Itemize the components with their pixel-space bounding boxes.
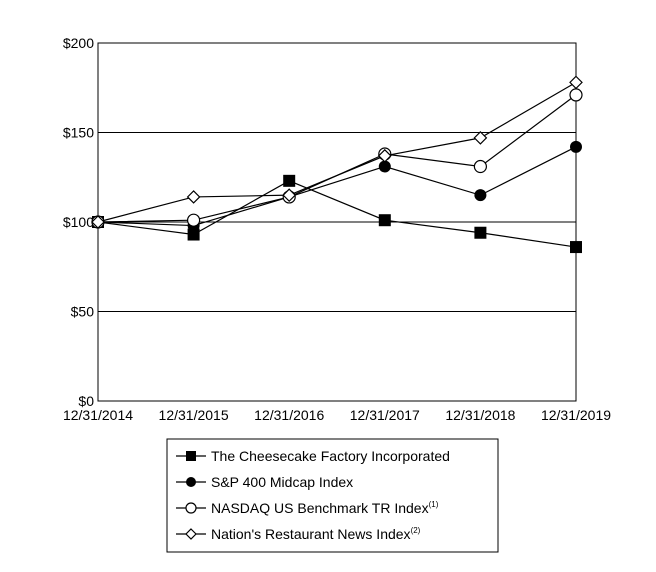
marker-open-diamond — [186, 190, 201, 204]
x-tick-label: 12/31/2016 — [254, 407, 324, 423]
x-tick-label: 12/31/2019 — [541, 407, 611, 423]
marker-filled-circle — [570, 140, 582, 153]
marker-square — [186, 451, 196, 461]
marker-open-diamond — [569, 75, 583, 90]
legend-footnote-mark: (2) — [411, 526, 421, 535]
legend-label: The Cheesecake Factory Incorporated — [211, 448, 450, 464]
legend-label: S&P 400 Midcap Index — [211, 474, 353, 490]
series-3 — [91, 75, 583, 229]
marker-open-diamond — [282, 188, 297, 202]
marker-open-circle — [473, 159, 487, 174]
legend-item: S&P 400 Midcap Index — [176, 474, 353, 490]
marker-open-diamond — [91, 215, 105, 229]
legend-item: NASDAQ US Benchmark TR Index(1) — [176, 500, 439, 516]
y-tick-label: $0 — [78, 393, 94, 409]
series-1 — [92, 140, 582, 232]
marker-square — [378, 214, 391, 227]
legend-footnote-mark: (1) — [429, 500, 439, 509]
series-2 — [91, 88, 583, 229]
y-tick-label: $50 — [71, 304, 95, 320]
y-tick-label: $100 — [63, 214, 94, 230]
series-line — [97, 146, 577, 227]
marker-square — [187, 228, 200, 241]
legend-item: The Cheesecake Factory Incorporated — [176, 448, 450, 464]
legend-label: NASDAQ US Benchmark TR Index(1) — [211, 500, 439, 516]
marker-open-circle — [187, 213, 201, 227]
x-tick-label: 12/31/2015 — [159, 407, 229, 423]
marker-filled-circle — [378, 160, 391, 173]
series-line — [97, 81, 577, 223]
series-line — [97, 180, 577, 248]
series-lines — [91, 75, 583, 254]
x-tick-label: 12/31/2017 — [350, 407, 420, 423]
grid-lines — [98, 132, 576, 312]
x-tick-label: 12/31/2018 — [445, 407, 515, 423]
marker-square — [283, 174, 296, 187]
legend-label-text: S&P 400 Midcap Index — [211, 474, 353, 490]
marker-open-circle — [185, 502, 197, 514]
tick-labels: $0 $50 $100 $150 $200 12/31/2014 12/31/2015 12/… — [63, 35, 611, 423]
marker-filled-circle — [186, 477, 196, 487]
legend: The Cheesecake Factory Incorporated S&P 4… — [166, 438, 499, 553]
legend-label-text: The Cheesecake Factory Incorporated — [211, 448, 450, 464]
legend-item: Nation's Restaurant News Index(2) — [176, 526, 421, 542]
y-tick-label: $150 — [63, 125, 94, 141]
marker-open-circle — [569, 88, 583, 102]
legend-label: Nation's Restaurant News Index(2) — [211, 526, 421, 542]
marker-square — [570, 241, 582, 254]
marker-square — [474, 226, 487, 239]
legend-label-text: NASDAQ US Benchmark TR Index — [211, 500, 429, 516]
y-tick-label: $200 — [63, 35, 94, 51]
marker-open-diamond — [185, 528, 197, 540]
marker-filled-circle — [474, 189, 487, 202]
legend-box — [166, 438, 499, 553]
marker-open-diamond — [473, 131, 488, 145]
x-tick-label: 12/31/2014 — [63, 407, 133, 423]
legend-label-text: Nation's Restaurant News Index — [211, 526, 411, 542]
marker-open-diamond — [377, 148, 392, 163]
series-0 — [92, 174, 582, 254]
